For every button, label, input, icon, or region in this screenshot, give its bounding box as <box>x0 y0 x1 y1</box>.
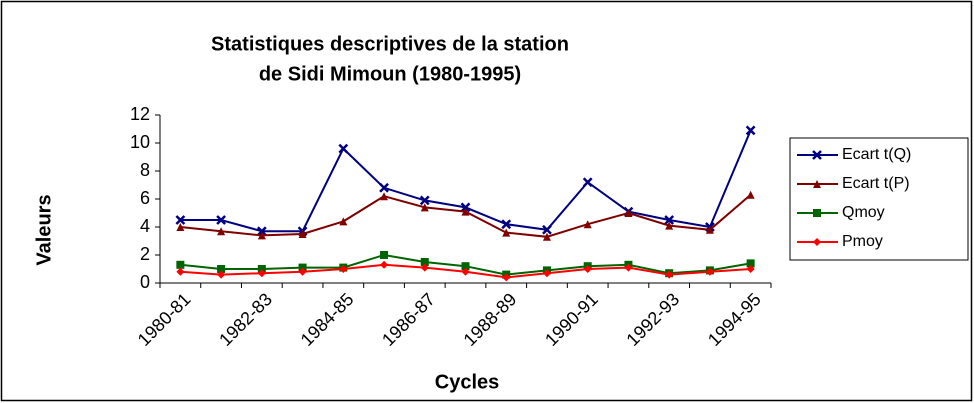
marker <box>582 177 593 188</box>
marker <box>216 215 226 225</box>
marker <box>460 202 471 213</box>
marker <box>461 207 470 216</box>
chart-title: Statistiques descriptives de la station <box>211 33 569 55</box>
marker <box>664 215 675 225</box>
marker <box>813 238 821 246</box>
y-tick-label: 8 <box>140 160 150 180</box>
marker <box>256 226 267 237</box>
marker <box>624 209 633 217</box>
marker <box>746 259 755 268</box>
marker <box>380 251 389 259</box>
y-tick-label: 6 <box>140 188 150 208</box>
marker <box>813 180 821 188</box>
marker <box>379 182 389 193</box>
legend-label: Ecart t(P) <box>842 175 910 192</box>
marker <box>257 265 266 273</box>
x-axis-label: Cycles <box>435 371 500 393</box>
y-tick-label: 12 <box>130 104 150 124</box>
y-axis-label: Valeurs <box>33 194 55 265</box>
marker <box>812 150 822 160</box>
y-tick-label: 0 <box>140 272 150 292</box>
marker <box>257 231 266 240</box>
marker <box>338 143 349 154</box>
marker <box>176 267 185 276</box>
marker <box>380 192 389 201</box>
marker <box>501 219 512 230</box>
marker <box>665 270 674 279</box>
marker <box>217 227 226 236</box>
marker <box>746 190 755 199</box>
marker <box>175 215 186 225</box>
marker <box>176 260 185 269</box>
marker <box>380 260 389 269</box>
legend-label: Qmoy <box>842 204 885 221</box>
marker <box>298 230 307 238</box>
chart-title: de Sidi Mimoun (1980-1995) <box>259 63 521 85</box>
y-tick-label: 10 <box>130 132 150 152</box>
marker <box>217 265 226 273</box>
marker <box>583 265 592 273</box>
marker <box>705 267 714 276</box>
marker <box>542 232 551 241</box>
marker <box>542 269 551 278</box>
marker <box>665 221 674 230</box>
marker <box>298 263 307 272</box>
marker <box>461 262 470 271</box>
marker <box>583 220 592 229</box>
marker <box>339 265 348 273</box>
y-tick-label: 4 <box>140 216 150 236</box>
marker <box>419 195 430 206</box>
marker <box>257 269 266 278</box>
marker <box>502 273 511 282</box>
marker <box>705 225 714 234</box>
marker <box>542 224 552 235</box>
marker <box>624 263 633 272</box>
marker <box>420 263 429 272</box>
marker <box>339 217 348 226</box>
legend-label: Pmoy <box>842 233 883 250</box>
marker <box>813 209 821 217</box>
marker <box>461 267 470 276</box>
y-tick-label: 2 <box>140 244 150 264</box>
marker <box>420 203 429 212</box>
marker <box>298 267 307 276</box>
marker <box>502 228 511 237</box>
marker <box>745 125 756 136</box>
marker <box>176 223 185 231</box>
legend-label: Ecart t(Q) <box>842 146 911 163</box>
marker <box>420 258 429 266</box>
marker <box>746 265 755 273</box>
marker <box>217 270 226 279</box>
